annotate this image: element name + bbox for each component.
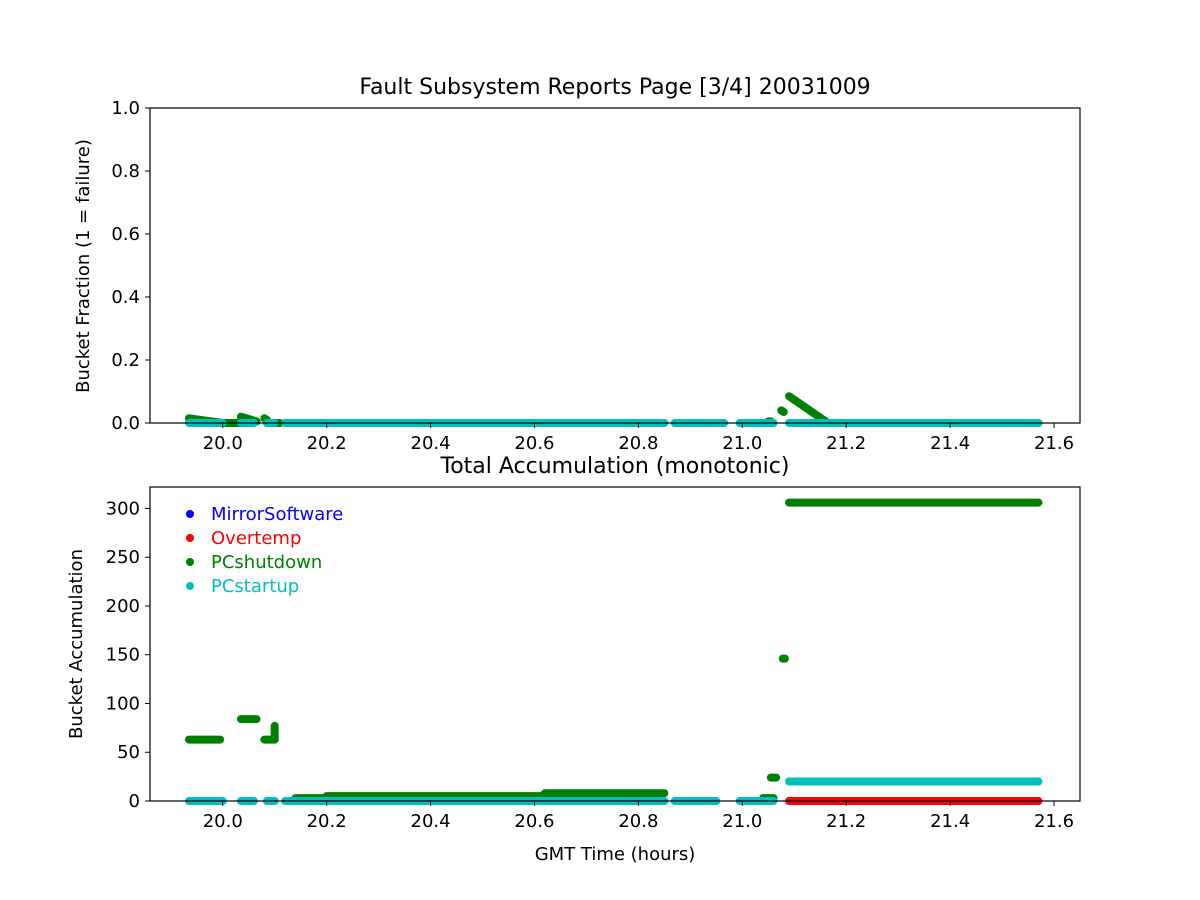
legend-item-pcshutdown: PCshutdown (186, 552, 322, 573)
top-y-tick-label: 0.2 (111, 350, 140, 371)
top-y-tick-label: 1.0 (111, 98, 140, 119)
bottom-y-tick-label: 250 (106, 547, 140, 568)
bottom-x-tick-label: 21.2 (826, 811, 866, 832)
bottom-plot-x-ticks: 20.0 20.2 20.4 20.6 20.8 21.0 21.2 21.4 21.6 (203, 801, 1074, 832)
legend: MirrorSoftware Overtemp PCshutdown PCstartu… (186, 504, 343, 597)
bottom-plot-y-ticks: 0 50 100 150 200 250 300 (106, 498, 150, 812)
bottom-plot-xlabel: GMT Time (hours) (535, 844, 696, 865)
legend-marker-mirrorsoftware (186, 510, 194, 518)
top-plot-frame (149, 107, 1081, 424)
bottom-x-tick-label: 21.4 (930, 811, 970, 832)
top-x-tick-label: 21.4 (930, 433, 970, 454)
bottom-x-tick-label: 20.0 (203, 811, 243, 832)
top-plot-ylabel: Bucket Fraction (1 = failure) (73, 139, 94, 393)
legend-item-overtemp: Overtemp (186, 528, 301, 549)
top-x-tick-label: 20.4 (411, 433, 451, 454)
bottom-plot: Total Accumulation (monotonic) Bucket Ac… (66, 454, 1081, 865)
legend-label-mirrorsoftware: MirrorSoftware (211, 504, 343, 525)
legend-label-overtemp: Overtemp (211, 528, 301, 549)
top-y-tick-label: 0.6 (111, 224, 140, 245)
bottom-x-tick-label: 20.6 (514, 811, 554, 832)
top-plot-y-ticks: 0.0 0.2 0.4 0.6 0.8 1.0 (111, 98, 150, 434)
bottom-x-tick-label: 21.0 (722, 811, 762, 832)
top-x-tick-label: 21.6 (1034, 433, 1074, 454)
top-x-tick-label: 21.2 (826, 433, 866, 454)
legend-item-pcstartup: PCstartup (186, 576, 299, 597)
bottom-y-tick-label: 100 (106, 693, 140, 714)
legend-marker-overtemp (186, 534, 194, 542)
bottom-x-tick-label: 20.2 (307, 811, 347, 832)
bottom-plot-ylabel: Bucket Accumulation (66, 549, 87, 739)
bottom-y-tick-label: 300 (106, 498, 140, 519)
bottom-x-tick-label: 20.8 (618, 811, 658, 832)
top-x-tick-label: 20.8 (618, 433, 658, 454)
legend-label-pcstartup: PCstartup (211, 576, 299, 597)
legend-marker-pcshutdown (186, 558, 194, 566)
top-x-tick-label: 20.6 (514, 433, 554, 454)
bottom-y-tick-label: 50 (117, 742, 140, 763)
top-x-tick-label: 20.2 (307, 433, 347, 454)
top-plot: Fault Subsystem Reports Page [3/4] 20031… (73, 75, 1081, 454)
bottom-y-tick-label: 200 (106, 596, 140, 617)
top-plot-x-ticks: 20.0 20.2 20.4 20.6 20.8 21.0 21.2 21.4 21.6 (203, 423, 1074, 454)
top-plot-title: Fault Subsystem Reports Page [3/4] 20031… (359, 75, 870, 100)
bottom-y-tick-label: 150 (106, 645, 140, 666)
bottom-plot-title: Total Accumulation (monotonic) (440, 454, 790, 479)
top-pcshutdown-points-6 (777, 406, 788, 416)
bottom-x-tick-label: 20.4 (411, 811, 451, 832)
top-y-tick-label: 0.0 (111, 413, 140, 434)
top-x-tick-label: 21.0 (722, 433, 762, 454)
top-y-tick-label: 0.4 (111, 287, 140, 308)
top-x-tick-label: 20.0 (203, 433, 243, 454)
legend-item-mirrorsoftware: MirrorSoftware (186, 504, 343, 525)
top-y-tick-label: 0.8 (111, 161, 140, 182)
legend-marker-pcstartup (186, 582, 194, 590)
top-pcshutdown-points-7 (785, 392, 833, 427)
bottom-y-tick-label: 0 (129, 791, 140, 812)
legend-label-pcshutdown: PCshutdown (211, 552, 322, 573)
bottom-x-tick-label: 21.6 (1034, 811, 1074, 832)
bottom-plot-frame (149, 486, 1081, 802)
